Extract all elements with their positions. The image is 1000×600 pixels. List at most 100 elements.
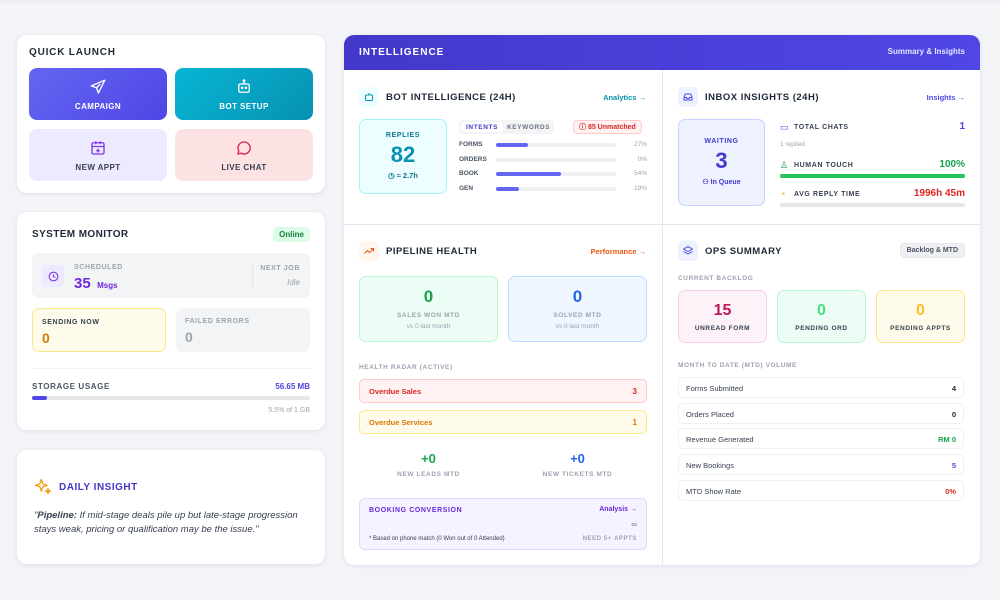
pending-appts-tile[interactable]: 0 PENDING APPTS xyxy=(876,290,965,343)
mtd-show-rate-value: 0% xyxy=(945,487,956,496)
human-touch-bar xyxy=(780,174,965,178)
mtd-row-forms: Forms Submitted 4 xyxy=(678,377,964,398)
mtd-revenue-value: RM 0 xyxy=(938,435,956,444)
intent-bar xyxy=(496,157,616,162)
unmatched-badge[interactable]: ⓘ 85 Unmatched xyxy=(573,120,642,134)
storage-percent: 5.5% of 1 GB xyxy=(268,407,310,414)
storage-usage-value: 56.65 MB xyxy=(275,382,310,391)
sales-won-label: SALES WON MTD xyxy=(396,312,461,319)
system-monitor-title: SYSTEM MONITOR xyxy=(32,229,129,240)
intent-label: ORDERS xyxy=(459,155,487,163)
intent-bar xyxy=(496,186,616,191)
solved-label: SOLVED MTD xyxy=(553,312,602,319)
storage-usage-fill xyxy=(32,396,48,400)
overdue-sales-label: Overdue Sales xyxy=(369,387,422,396)
current-backlog-label: CURRENT BACKLOG xyxy=(678,275,754,282)
booking-conversion-box: BOOKING CONVERSION Analysis → ∞ * Based … xyxy=(359,498,647,550)
bot-intel-icon xyxy=(359,87,379,107)
new-tickets-value: +0 xyxy=(570,451,585,466)
sending-now-value: 0 xyxy=(42,330,50,346)
waiting-tile: WAITING 3 ⚇ In Queue xyxy=(678,119,765,206)
human-touch-fill xyxy=(780,174,965,178)
replies-time: ◷ ≈ 2.7h xyxy=(360,171,446,180)
intent-bar-fill xyxy=(496,186,519,191)
booking-note: * Based on phone match (0 Won out of 0 A… xyxy=(369,536,505,542)
overdue-services-value: 1 xyxy=(632,418,637,427)
waiting-value: 3 xyxy=(715,148,728,173)
intent-label: GEN xyxy=(459,184,474,192)
daily-insight-card: DAILY INSIGHT "Pipeline: If mid-stage de… xyxy=(17,450,325,564)
campaign-button[interactable]: CAMPAIGN xyxy=(29,68,167,120)
top-bar-edge xyxy=(0,0,1000,3)
pending-appts-value: 0 xyxy=(916,302,925,319)
intent-percent: 27% xyxy=(633,141,647,148)
new-appt-button[interactable]: NEW APPT xyxy=(29,129,167,181)
unread-form-tile[interactable]: 15 UNREAD FORM xyxy=(678,290,767,343)
bot-intel-title: BOT INTELLIGENCE (24H) xyxy=(386,92,516,103)
insights-link[interactable]: Insights → xyxy=(926,93,965,102)
intent-bar-fill xyxy=(496,143,529,147)
intent-label: FORMS xyxy=(459,141,483,148)
booking-value: ∞ xyxy=(631,520,637,529)
next-job-value: Idle xyxy=(287,278,300,287)
chat-bubble-icon xyxy=(237,140,251,155)
solved-sub: vs 0 last month xyxy=(555,323,600,330)
sending-now-label: SENDING NOW xyxy=(42,319,100,326)
intelligence-title: INTELLIGENCE xyxy=(359,47,445,58)
analytics-link[interactable]: Analytics → xyxy=(603,93,646,102)
new-appt-label: NEW APPT xyxy=(75,162,121,172)
backlog-mtd-badge: Backlog & MTD xyxy=(899,243,965,258)
scheduled-value: 35 Msgs xyxy=(74,275,118,293)
overdue-sales-value: 3 xyxy=(632,387,637,396)
pending-ord-tile[interactable]: 0 PENDING ORD xyxy=(777,290,866,343)
replies-time-value: ≈ 2.7h xyxy=(396,171,418,180)
intent-tabs: INTENTS KEYWORDS xyxy=(459,120,554,134)
system-monitor-card: SYSTEM MONITOR Online SCHEDULED 35 Msgs … xyxy=(17,212,325,430)
intent-bar xyxy=(496,172,616,176)
mtd-orders-label: Orders Placed xyxy=(686,410,734,419)
total-chats-label: TOTAL CHATS xyxy=(794,124,849,131)
failed-errors-label: FAILED ERRORS xyxy=(185,318,250,325)
unread-form-label: UNREAD FORM xyxy=(694,325,751,332)
solved-tile: 0 SOLVED MTD vs 0 last month xyxy=(508,276,647,342)
intelligence-vertical-divider xyxy=(662,70,663,565)
storage-divider xyxy=(32,368,310,369)
chat-icon: ▭ xyxy=(780,122,789,132)
failed-errors-value: 0 xyxy=(185,329,193,345)
clock-icon xyxy=(42,265,64,287)
sales-won-sub: vs 0 last month xyxy=(406,323,451,330)
quick-launch-title: QUICK LAUNCH xyxy=(29,47,116,58)
performance-link[interactable]: Performance → xyxy=(590,247,646,256)
daily-insight-title: DAILY INSIGHT xyxy=(59,482,138,493)
failed-errors-box: FAILED ERRORS 0 xyxy=(176,308,310,352)
tab-keywords[interactable]: KEYWORDS xyxy=(507,124,551,131)
intent-bar xyxy=(496,143,616,147)
mtd-forms-label: Forms Submitted xyxy=(686,384,744,393)
live-chat-button[interactable]: LIVE CHAT xyxy=(175,129,313,181)
daily-insight-text: "Pipeline: If mid-stage deals pile up bu… xyxy=(34,510,298,535)
summary-insights-link[interactable]: Summary & Insights xyxy=(887,47,965,56)
status-badge: Online xyxy=(273,227,310,242)
pending-ord-label: PENDING ORD xyxy=(795,325,848,332)
queue-row: ⚇ In Queue xyxy=(679,178,764,186)
intent-percent: 54% xyxy=(633,170,647,177)
bot-setup-button[interactable]: BOT SETUP xyxy=(175,68,313,120)
new-leads-label: NEW LEADS MTD xyxy=(397,471,460,478)
send-icon xyxy=(90,79,106,94)
intent-percent: 0% xyxy=(637,155,647,163)
analysis-link[interactable]: Analysis → xyxy=(599,506,637,513)
mtd-volume-label: MONTH TO DATE (MTD) VOLUME xyxy=(678,362,797,369)
health-radar-label: HEALTH RADAR (ACTIVE) xyxy=(359,364,453,371)
mtd-revenue-label: Revenue Generated xyxy=(686,435,754,444)
pending-ord-value: 0 xyxy=(817,302,826,319)
inbox-icon xyxy=(678,87,698,107)
tab-intents[interactable]: INTENTS xyxy=(461,122,504,132)
storage-usage-label: STORAGE USAGE xyxy=(32,382,110,391)
overdue-services-row[interactable]: Overdue Services 1 xyxy=(359,410,647,434)
intent-bar-fill xyxy=(496,172,561,176)
mtd-bookings-value: 5 xyxy=(951,461,956,470)
mtd-row-revenue: Revenue Generated RM 0 xyxy=(678,428,964,449)
bot-icon xyxy=(238,78,250,93)
overdue-sales-row[interactable]: Overdue Sales 3 xyxy=(359,379,647,403)
mtd-row-orders: Orders Placed 0 xyxy=(678,403,964,424)
